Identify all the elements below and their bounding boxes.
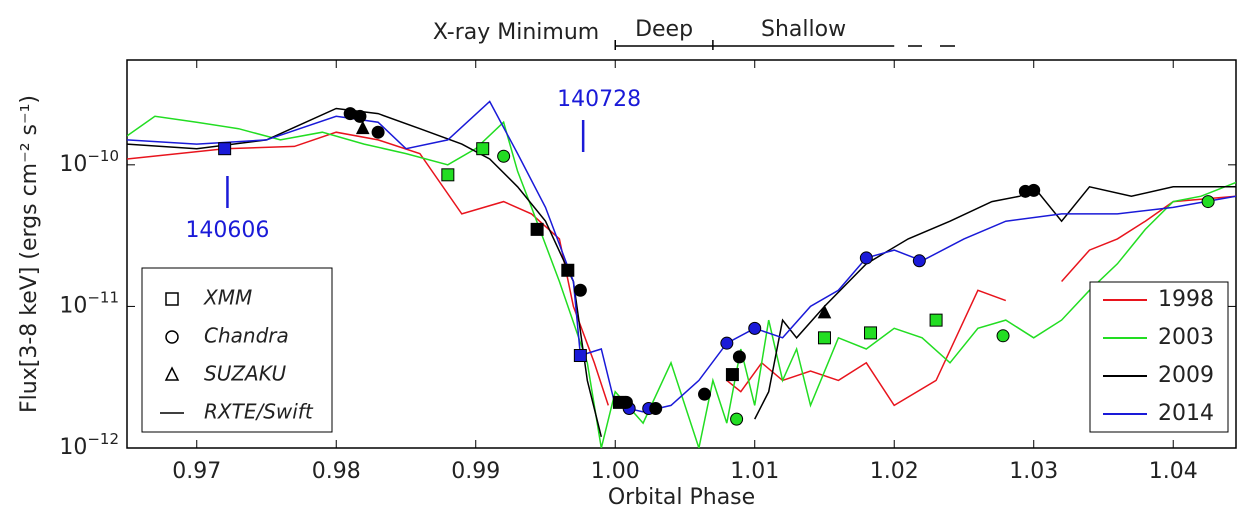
top-title: X-ray Minimum xyxy=(433,20,599,45)
y-tick-exponent: −11 xyxy=(87,288,119,306)
circle-marker xyxy=(748,321,762,335)
square-marker xyxy=(165,292,179,306)
square-marker xyxy=(817,331,831,345)
marker-legend-label: SUZAKU xyxy=(204,362,286,386)
square-marker xyxy=(218,142,232,156)
circle-marker xyxy=(497,149,511,163)
y-tick-exponent: −10 xyxy=(87,146,119,164)
x-tick-label: 1.04 xyxy=(1149,459,1198,484)
x-tick-label: 1.00 xyxy=(591,459,640,484)
x-tick-label: 0.98 xyxy=(312,459,361,484)
x-tick-label: 1.01 xyxy=(730,459,779,484)
circle-marker xyxy=(730,412,744,426)
series-line xyxy=(127,131,1236,407)
triangle-marker xyxy=(355,120,370,135)
square-marker xyxy=(725,368,739,382)
marker-legend-label: Chandra xyxy=(204,324,289,348)
series-line xyxy=(127,100,1236,413)
year-legend-box xyxy=(1089,281,1229,433)
square-marker xyxy=(612,395,626,409)
y-tick-label: 10−11 xyxy=(59,288,119,319)
circle-marker xyxy=(859,251,873,265)
square-marker xyxy=(441,168,455,182)
circle-marker xyxy=(996,329,1010,343)
y-tick-base: 10 xyxy=(59,435,87,460)
series-line xyxy=(127,115,1236,448)
square-marker xyxy=(929,313,943,327)
y-tick-label: 10−10 xyxy=(59,146,119,177)
circle-marker xyxy=(353,109,367,123)
marker-legend-label: XMM xyxy=(203,286,252,310)
plot-area xyxy=(127,100,1236,448)
x-axis-title: Orbital Phase xyxy=(608,485,755,510)
square-marker xyxy=(561,263,575,277)
marker-legend-label: RXTE/Swift xyxy=(204,400,314,424)
legend-label: 2009 xyxy=(1158,363,1214,388)
circle-marker xyxy=(165,330,179,344)
shallow-label: Shallow xyxy=(761,17,846,42)
circle-marker xyxy=(573,283,587,297)
square-marker xyxy=(864,326,878,340)
y-tick-label: 10−12 xyxy=(59,430,119,461)
annotation-label: 140606 xyxy=(185,218,269,243)
x-tick-label: 0.97 xyxy=(172,459,221,484)
deep-label: Deep xyxy=(635,17,693,42)
circle-marker xyxy=(732,350,746,364)
circle-marker xyxy=(698,387,712,401)
square-marker xyxy=(573,349,587,363)
annotation-label: 140728 xyxy=(557,87,641,112)
legend-label: 2014 xyxy=(1158,401,1214,426)
y-tick-base: 10 xyxy=(59,152,87,177)
triangle-marker xyxy=(164,366,180,381)
y-tick-base: 10 xyxy=(59,293,87,318)
plot-frame xyxy=(126,59,1237,449)
x-tick-label: 1.03 xyxy=(1009,459,1058,484)
legend-label: 2003 xyxy=(1158,325,1214,350)
y-axis-title: Flux[3-8 keV] (ergs cm⁻² s⁻¹) xyxy=(17,95,42,413)
circle-marker xyxy=(371,125,385,139)
legend-label: 1998 xyxy=(1158,287,1214,312)
square-marker xyxy=(530,222,544,236)
circle-marker xyxy=(1027,183,1041,197)
circle-marker xyxy=(1201,195,1215,209)
circle-marker xyxy=(720,336,734,350)
square-marker xyxy=(476,142,490,156)
triangle-marker xyxy=(817,304,832,319)
y-tick-exponent: −12 xyxy=(87,430,119,448)
circle-marker xyxy=(912,254,926,268)
circle-marker xyxy=(649,402,663,416)
x-tick-label: 1.02 xyxy=(870,459,919,484)
x-tick-label: 0.99 xyxy=(451,459,500,484)
